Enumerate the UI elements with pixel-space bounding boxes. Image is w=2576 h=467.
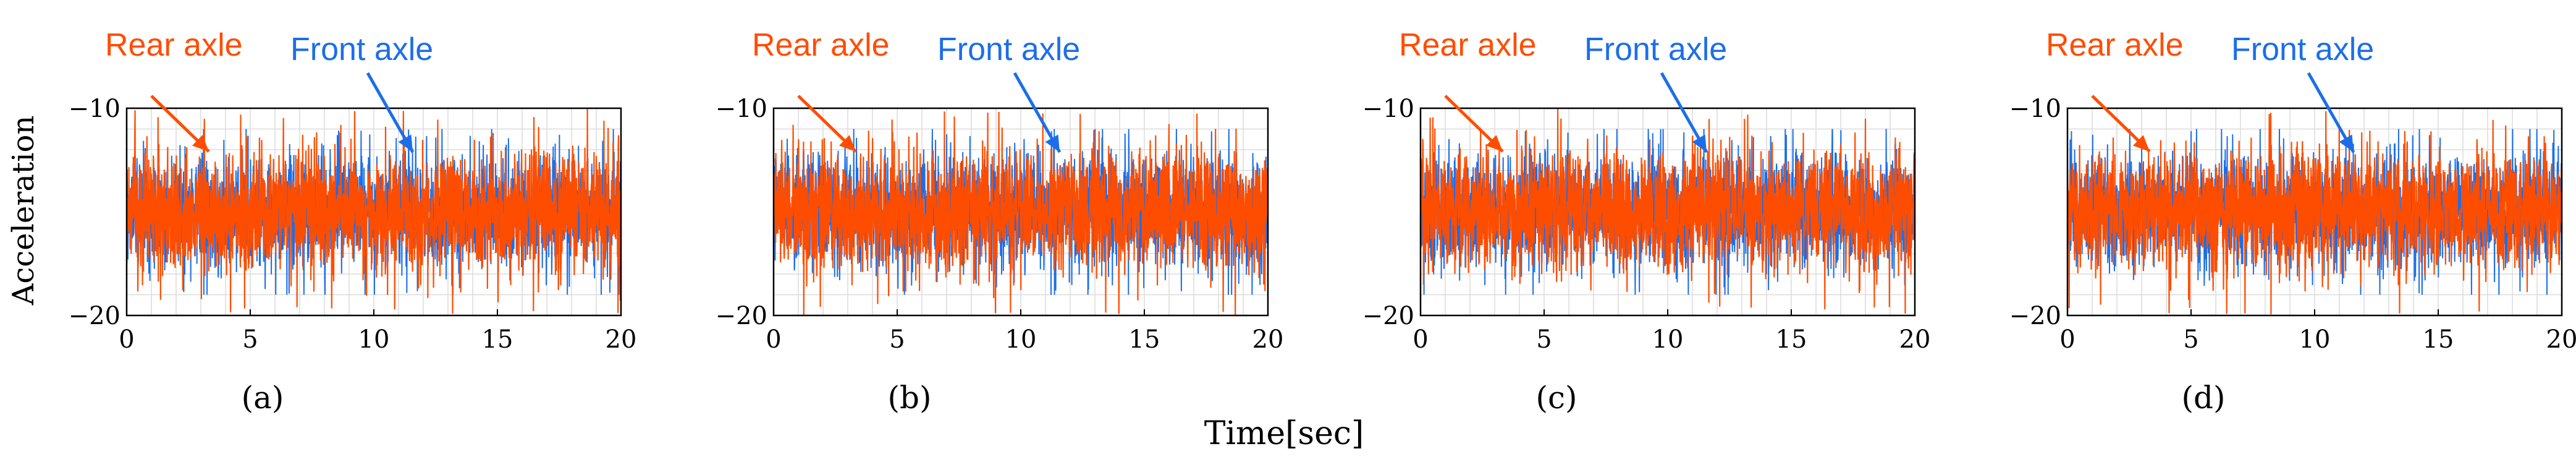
x-axis-label: Time[sec]: [1204, 415, 1364, 452]
x-tick-label: 20: [1899, 325, 1931, 354]
y-tick-label: −10: [2009, 95, 2061, 123]
rear-axle-series: [2066, 111, 2563, 315]
x-tick-label: 0: [1413, 325, 1428, 354]
x-tick-label: 5: [889, 325, 905, 354]
rear-axle-arrow: [150, 95, 210, 153]
rear-axle-label: Rear axle: [1399, 27, 1537, 63]
front-axle-label: Front axle: [290, 32, 433, 67]
rear-axle-label: Rear axle: [2046, 27, 2184, 63]
x-tick-label: 0: [119, 325, 134, 354]
panel-b: 0 5 10 15 20 −10 −20 Rear axle Front axle (b): [716, 27, 1284, 416]
panel-caption: (d): [2181, 380, 2225, 416]
panel-caption: (b): [887, 380, 931, 416]
x-tick-label: 5: [2183, 325, 2198, 354]
x-tick-label: 5: [1536, 325, 1552, 354]
x-tick-label: 15: [482, 325, 513, 354]
panels: 0 5 10 15 20 −10 −20 Rear axle Front axle (a) 0 5 10…: [69, 27, 2576, 416]
rear-axle-label: Rear axle: [105, 27, 243, 63]
panel-a: 0 5 10 15 20 −10 −20 Rear axle Front axle (a): [69, 27, 637, 416]
front-axle-label: Front axle: [1584, 32, 1727, 67]
x-tick-label: 10: [1005, 325, 1037, 354]
rear-axle-arrow: [1444, 95, 1504, 153]
x-tick-label: 15: [1129, 325, 1160, 354]
front-axle-label: Front axle: [937, 32, 1080, 67]
y-tick-label: −10: [716, 95, 767, 123]
x-tick-label: 10: [1652, 325, 1684, 354]
y-axis-label: Acceleration: [6, 116, 41, 306]
front-axle-arrow: [1660, 72, 1708, 153]
panel-caption: (a): [242, 380, 284, 416]
panel-c: 0 5 10 15 20 −10 −20 Rear axle Front axle (c): [1362, 27, 1931, 416]
front-axle-arrow: [366, 72, 415, 153]
x-tick-label: 10: [2299, 325, 2331, 354]
panel-d: 0 5 10 15 20 −10 −20 Rear axle Front axle (d): [2009, 27, 2576, 416]
panel-caption: (c): [1535, 380, 1577, 416]
front-axle-label: Front axle: [2231, 32, 2374, 67]
rear-axle-arrow: [797, 95, 857, 153]
y-tick-label: −20: [716, 302, 767, 330]
y-tick-label: −10: [69, 95, 120, 123]
rear-axle-arrow: [2091, 95, 2151, 153]
y-tick-label: −20: [69, 302, 120, 330]
x-tick-label: 15: [1776, 325, 1807, 354]
rear-axle-label: Rear axle: [752, 27, 890, 63]
x-tick-label: 5: [242, 325, 258, 354]
rear-axle-series: [772, 111, 1269, 315]
y-tick-label: −10: [1362, 95, 1414, 123]
x-tick-label: 20: [606, 325, 637, 354]
y-tick-label: −20: [2009, 302, 2061, 330]
x-tick-label: 20: [2546, 325, 2576, 354]
rear-axle-series: [1419, 108, 1916, 314]
x-tick-label: 10: [358, 325, 390, 354]
x-tick-label: 20: [1252, 325, 1284, 354]
x-tick-label: 0: [766, 325, 781, 354]
front-axle-arrow: [2307, 72, 2355, 153]
x-tick-label: 0: [2059, 325, 2075, 354]
rear-axle-series: [125, 109, 622, 314]
x-tick-label: 15: [2423, 325, 2454, 354]
y-tick-label: −20: [1362, 302, 1414, 330]
front-axle-arrow: [1013, 72, 1062, 153]
